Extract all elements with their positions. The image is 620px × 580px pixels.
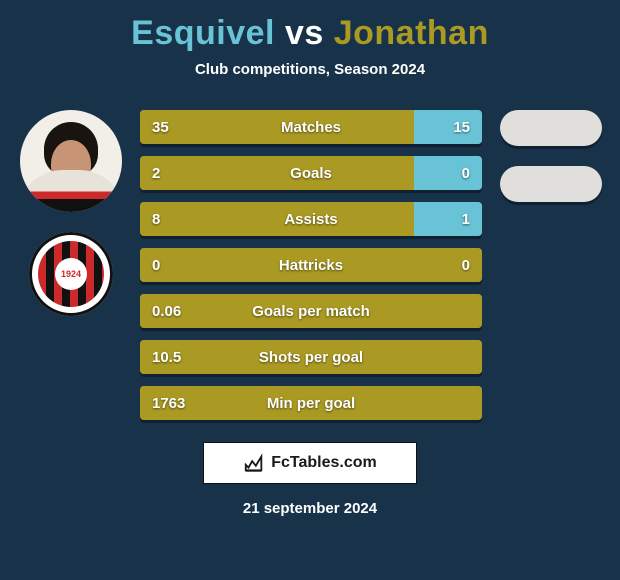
- page-title: Esquivel vs Jonathan: [20, 14, 600, 53]
- stat-value-right: 1: [462, 202, 470, 236]
- stat-value-right: 15: [453, 110, 470, 144]
- stat-row: 2Goals0: [140, 156, 482, 190]
- stat-label: Goals: [140, 156, 482, 190]
- stat-label: Assists: [140, 202, 482, 236]
- stat-value-right: 0: [462, 248, 470, 282]
- stat-row: 0Hattricks0: [140, 248, 482, 282]
- stat-row: 1763Min per goal: [140, 386, 482, 420]
- fctables-logo-text: FcTables.com: [271, 454, 377, 472]
- club-badge-inner: 1924: [38, 241, 104, 307]
- player2-avatar-placeholder: [500, 110, 602, 146]
- title-player2: Jonathan: [334, 14, 489, 52]
- player1-avatar: [20, 110, 122, 212]
- title-vs: vs: [285, 14, 324, 52]
- stat-row: 10.5Shots per goal: [140, 340, 482, 374]
- footer-date: 21 september 2024: [20, 500, 600, 517]
- right-column: [500, 104, 602, 420]
- stat-label: Hattricks: [140, 248, 482, 282]
- stat-value-right: 0: [462, 156, 470, 190]
- fctables-logo[interactable]: FcTables.com: [203, 442, 417, 484]
- club-badge-year: 1924: [55, 258, 87, 290]
- stat-row: 8Assists1: [140, 202, 482, 236]
- left-column: 1924: [20, 104, 122, 420]
- content-row: 1924 35Matches152Goals08Assists10Hattric…: [20, 104, 600, 420]
- stat-row: 0.06Goals per match: [140, 294, 482, 328]
- stat-label: Shots per goal: [140, 340, 482, 374]
- club-badge: 1924: [29, 232, 113, 316]
- stat-label: Goals per match: [140, 294, 482, 328]
- stat-row: 35Matches15: [140, 110, 482, 144]
- player2-badge-placeholder: [500, 166, 602, 202]
- container: Esquivel vs Jonathan Club competitions, …: [0, 0, 620, 580]
- subtitle: Club competitions, Season 2024: [20, 61, 600, 78]
- stat-label: Matches: [140, 110, 482, 144]
- stats-bars: 35Matches152Goals08Assists10Hattricks00.…: [140, 104, 482, 420]
- stat-label: Min per goal: [140, 386, 482, 420]
- chart-icon: [243, 452, 265, 474]
- title-player1: Esquivel: [131, 14, 275, 52]
- avatar-shirt: [20, 170, 122, 212]
